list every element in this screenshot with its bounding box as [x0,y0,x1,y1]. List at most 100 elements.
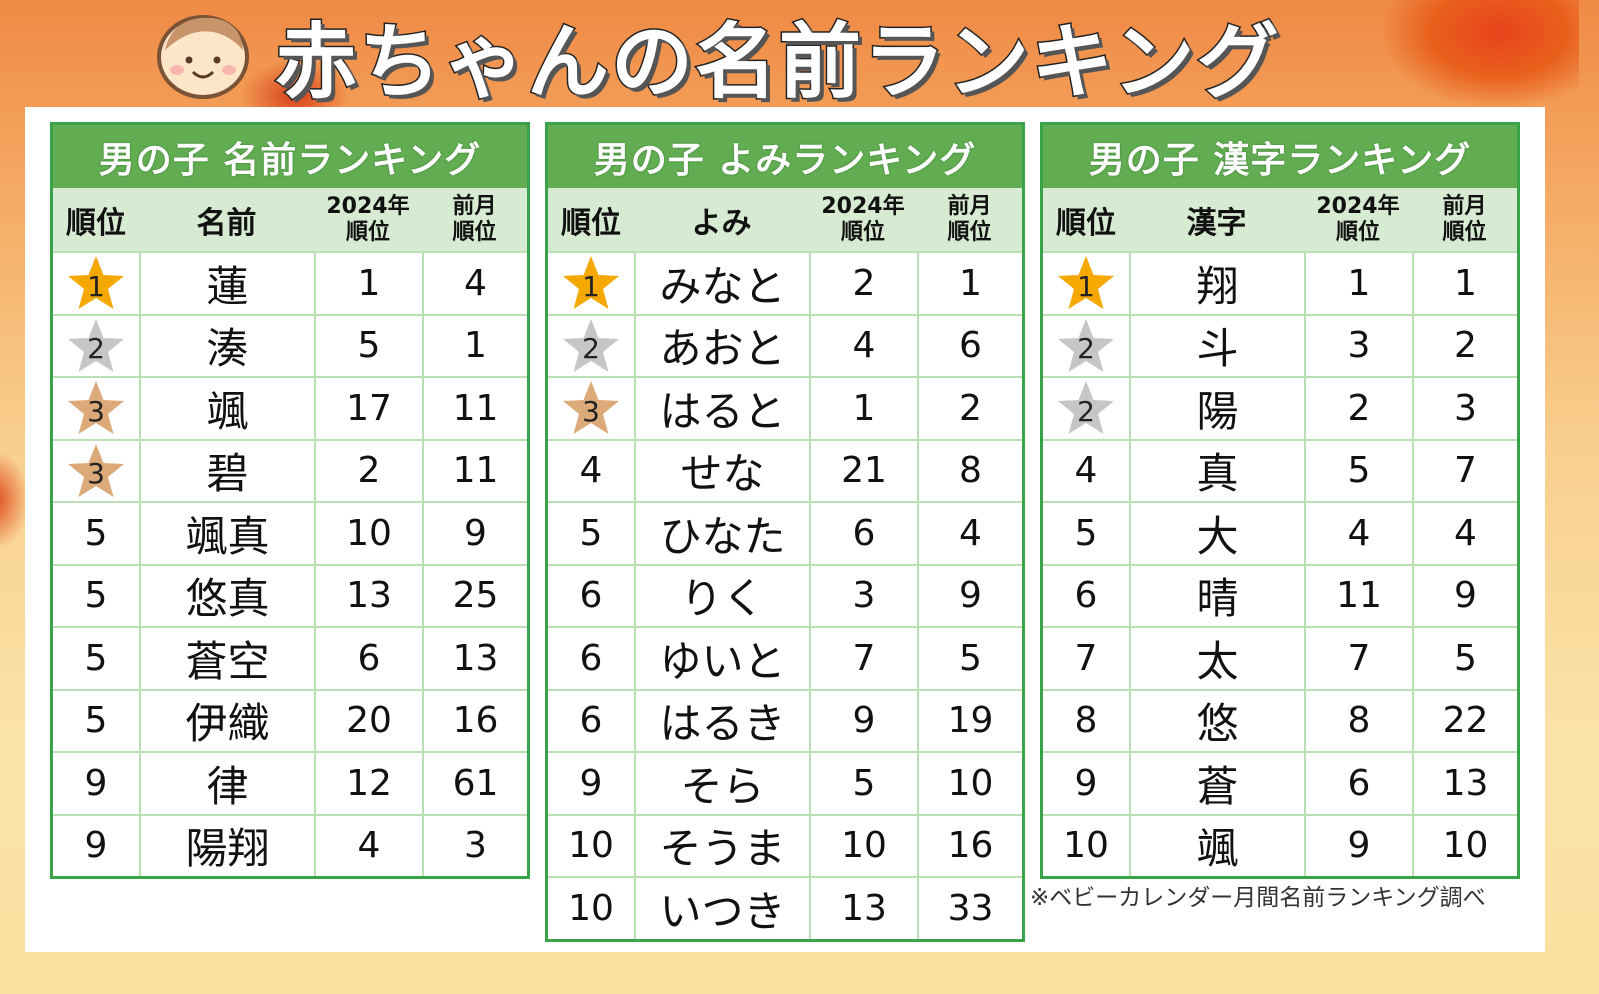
value-cell: 颯 [1129,815,1304,876]
rank-2024-cell: 9 [809,690,917,751]
table-row: 2 斗 3 2 [1043,313,1517,377]
rank-cell: 1 [53,253,139,314]
prev-month-cell: 16 [422,690,527,751]
rank-2024-cell: 2 [1304,378,1412,439]
prev-month-cell: 10 [1412,815,1517,876]
prev-month-cell: 9 [422,503,527,564]
table-row: 5 悠真 13 25 [53,563,527,626]
rank-2024-cell: 7 [809,628,917,689]
rank-2024-cell: 6 [1304,753,1412,814]
table-row: 10 いつき 13 33 [548,876,1022,939]
prev-month-cell: 2 [917,378,1022,439]
col-2024-rank: 2024年 順位 [326,193,410,245]
rank-cell: 3 [53,378,139,439]
rank-cell: 10 [568,825,614,867]
rank-2024-cell: 12 [314,753,422,814]
value-cell: 晴 [1129,565,1304,626]
value-cell: あおと [634,315,809,376]
value-cell: 律 [139,753,314,814]
prev-month-cell: 8 [917,440,1022,501]
table-row: 5 ひなた 6 4 [548,501,1022,564]
table-row: 6 はるき 9 19 [548,688,1022,751]
col-rank: 順位 [561,205,621,241]
col-2024-rank: 2024年 順位 [821,193,905,245]
col-rank: 順位 [1056,205,1116,241]
table-row: 9 律 12 61 [53,751,527,814]
rank-2024-cell: 5 [1304,440,1412,501]
rank-cell: 2 [1043,316,1129,377]
rank-cell: 7 [1074,637,1098,679]
prev-month-cell: 61 [422,753,527,814]
prev-month-cell: 13 [1412,753,1517,814]
rank-cell: 5 [84,512,108,554]
rank-2024-cell: 2 [809,253,917,314]
table-row: 4 真 5 7 [1043,438,1517,501]
rank-cell: 4 [579,450,603,492]
rank-cell: 3 [53,441,139,502]
prev-month-cell: 3 [1412,378,1517,439]
rank-2024-cell: 1 [1304,253,1412,314]
table-row: 6 ゆいと 7 5 [548,626,1022,689]
table-row: 9 そら 5 10 [548,751,1022,814]
page-title: 赤ちゃんの名前ランキング [274,13,1281,111]
rank-cell: 5 [84,637,108,679]
table-row: 4 せな 21 8 [548,438,1022,501]
prev-month-cell: 11 [422,440,527,501]
prev-month-cell: 1 [917,253,1022,314]
col-prev-month-rank: 前月 順位 [452,193,497,245]
rank-cell: 9 [579,762,603,804]
rank-2024-cell: 20 [314,690,422,751]
table-row: 3 はると 1 2 [548,376,1022,439]
table-row: 1 蓮 1 4 [53,251,527,314]
rank-cell: 1 [548,253,634,314]
table-row: 5 颯真 10 9 [53,501,527,564]
prev-month-cell: 1 [1412,253,1517,314]
rank-cell: 5 [84,575,108,617]
table-row: 9 蒼 6 13 [1043,751,1517,814]
prev-month-cell: 22 [1412,690,1517,751]
col-value: 漢字 [1186,205,1247,241]
rank-2024-cell: 3 [1304,315,1412,376]
prev-month-cell: 3 [422,815,527,876]
rank-2024-cell: 8 [1304,690,1412,751]
table-row: 1 みなと 2 1 [548,251,1022,314]
table-row: 1 翔 1 1 [1043,251,1517,314]
table-title: 男の子 名前ランキング [53,125,527,188]
value-cell: 大 [1129,503,1304,564]
column-header-row: 順位 名前 2024年 順位 前月 順位 [53,188,527,251]
rank-2024-cell: 3 [809,565,917,626]
rank-cell: 5 [1074,512,1098,554]
value-cell: 碧 [139,440,314,501]
rank-cell: 2 [53,316,139,377]
col-value: 名前 [196,205,257,241]
ranking-table: 男の子 名前ランキング 順位 名前 2024年 順位 前月 順位 1 蓮 1 4 2… [50,122,530,879]
rank-cell: 9 [84,762,108,804]
value-cell: 悠 [1129,690,1304,751]
prev-month-cell: 11 [422,378,527,439]
table-row: 3 颯 17 11 [53,376,527,439]
rank-cell: 9 [1074,762,1098,804]
bronze-star-icon: 3 [561,379,621,437]
rank-cell: 5 [579,512,603,554]
value-cell: 斗 [1129,315,1304,376]
value-cell: 真 [1129,440,1304,501]
value-cell: 颯 [139,378,314,439]
col-rank: 順位 [66,205,126,241]
prev-month-cell: 19 [917,690,1022,751]
rank-2024-cell: 5 [314,315,422,376]
baby-face-icon [157,15,249,99]
rank-cell: 5 [84,700,108,742]
prev-month-cell: 2 [1412,315,1517,376]
rank-cell: 6 [579,575,603,617]
table-row: 10 そうま 10 16 [548,813,1022,876]
prev-month-cell: 4 [917,503,1022,564]
value-cell: はるき [634,690,809,751]
rank-cell: 3 [548,378,634,439]
rank-cell: 9 [84,825,108,867]
rank-cell: 6 [579,637,603,679]
rank-2024-cell: 4 [809,315,917,376]
prev-month-cell: 25 [422,565,527,626]
rank-cell: 6 [1074,575,1098,617]
gold-star-icon: 1 [1056,254,1116,312]
value-cell: 蒼空 [139,628,314,689]
